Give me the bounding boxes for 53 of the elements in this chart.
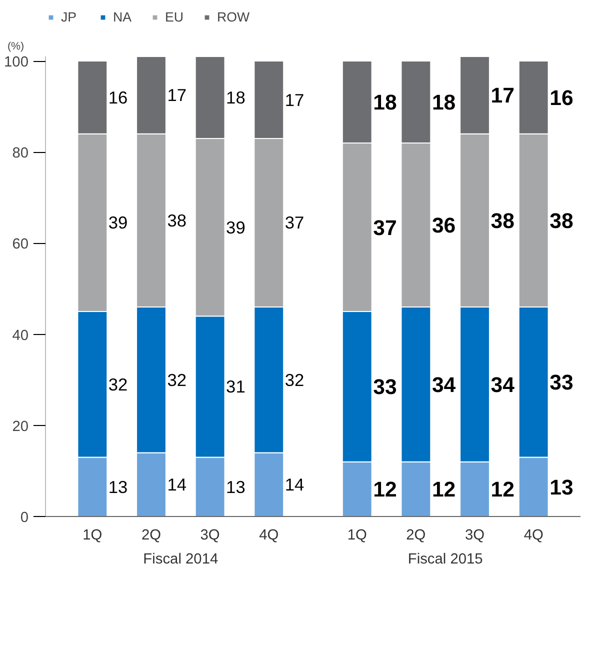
x-tick-label: 3Q (200, 528, 220, 544)
data-label: 39 (108, 212, 128, 233)
data-label: 31 (226, 376, 246, 397)
y-tick-label: 80 (12, 146, 29, 162)
y-tick-label: 100 (4, 54, 29, 71)
data-label: 17 (490, 84, 514, 108)
data-label: 14 (167, 474, 187, 495)
x-tick-label: 2Q (406, 528, 426, 544)
data-label: 36 (432, 214, 456, 238)
data-label: 17 (167, 85, 187, 106)
legend-label: ROW (217, 10, 250, 24)
x-tick-label: 3Q (464, 528, 485, 544)
data-label: 37 (284, 212, 304, 233)
legend-label: EU (165, 10, 185, 24)
data-label: 12 (432, 478, 456, 502)
data-label: 14 (284, 474, 305, 495)
data-label: 13 (108, 476, 128, 497)
y-tick-label: 40 (12, 328, 29, 344)
x-tick-label: 2Q (141, 528, 162, 544)
data-label: 12 (373, 478, 397, 502)
data-label: 39 (226, 217, 246, 238)
data-label: 12 (490, 478, 514, 502)
data-label: 32 (167, 370, 187, 390)
y-axis-title: (%) (8, 40, 24, 52)
legend-label: NA (113, 10, 133, 24)
data-label: 38 (490, 208, 515, 233)
data-label: 32 (108, 374, 128, 394)
data-label: 13 (226, 476, 246, 497)
legend-label: JP (61, 10, 78, 24)
data-label: 16 (108, 87, 128, 108)
data-label: 18 (432, 90, 456, 115)
x-tick-label: 1Q (347, 528, 367, 544)
text: Fiscal 2014 (143, 552, 218, 568)
y-tick-label: 20 (12, 418, 29, 435)
data-label: 16 (550, 86, 574, 110)
data-label: 18 (373, 90, 397, 115)
x-tick-label: 1Q (82, 528, 102, 544)
data-label: 13 (550, 475, 574, 500)
data-label: 33 (373, 375, 397, 400)
data-label: 38 (550, 208, 574, 233)
data-label: 34 (490, 372, 515, 397)
data-label: 17 (284, 90, 304, 110)
data-label: 37 (373, 216, 397, 240)
text: Fiscal 2015 (408, 552, 483, 568)
data-label: 32 (284, 370, 304, 390)
y-tick-label: 0 (20, 510, 29, 526)
y-tick-label: 60 (12, 236, 29, 253)
data-label: 38 (167, 210, 187, 230)
x-tick-label: 4Q (524, 528, 544, 544)
data-label: 33 (550, 370, 574, 395)
x-tick-label: 4Q (259, 528, 279, 544)
data-label: 34 (432, 372, 456, 397)
data-label: 18 (226, 87, 246, 108)
